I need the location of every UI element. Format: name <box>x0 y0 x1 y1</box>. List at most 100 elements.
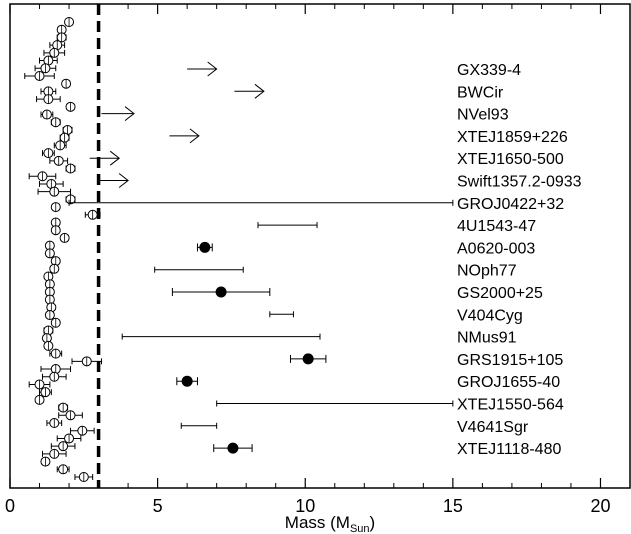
black-hole-point <box>289 353 327 365</box>
neutron-star-point <box>84 209 101 220</box>
black-hole-point <box>154 266 244 273</box>
neutron-star-point <box>36 94 61 105</box>
x-tick-label: 15 <box>443 496 463 516</box>
neutron-star-point <box>64 17 75 27</box>
neutron-star-point <box>53 140 67 151</box>
neutron-star-point <box>61 78 72 89</box>
black-hole-label: V404Cyg <box>457 307 523 324</box>
neutron-star-point <box>50 202 61 213</box>
black-hole-point <box>98 173 129 188</box>
black-hole-point <box>180 422 218 429</box>
neutron-star-point <box>39 387 52 398</box>
neutron-star-point <box>40 456 51 467</box>
neutron-star-point <box>44 294 55 305</box>
x-tick-label: 5 <box>153 496 163 516</box>
neutron-star-point <box>28 379 51 390</box>
neutron-star-point <box>71 356 103 367</box>
neutron-star-point <box>50 317 61 328</box>
neutron-star-point <box>49 263 60 274</box>
black-hole-label: XTEJ1650-500 <box>457 151 564 168</box>
black-hole-point <box>101 106 135 121</box>
black-hole-label: GROJ1655-40 <box>457 374 560 391</box>
neutron-star-point <box>40 109 54 120</box>
black-hole-label: NVel93 <box>457 107 509 124</box>
neutron-star-point <box>43 271 54 282</box>
bh-marker <box>215 286 227 298</box>
black-hole-label: NMus91 <box>457 330 517 347</box>
black-hole-label: XTEJ1859+226 <box>457 129 568 146</box>
neutron-star-point <box>65 101 76 112</box>
black-hole-point <box>187 61 218 77</box>
black-hole-point <box>169 128 200 144</box>
black-hole-point <box>234 83 265 99</box>
black-hole-label: GROJ0422+32 <box>457 196 564 213</box>
neutron-star-point <box>49 348 63 359</box>
bh-marker <box>181 375 193 387</box>
neutron-star-point <box>56 433 82 444</box>
plot-border <box>9 3 631 489</box>
neutron-star-point <box>56 32 67 43</box>
black-hole-label: GRS1915+105 <box>457 352 563 369</box>
black-hole-points <box>68 61 454 454</box>
neutron-star-point <box>46 418 63 429</box>
bh-marker <box>227 442 239 454</box>
neutron-star-points <box>24 17 103 482</box>
x-tick-label: 20 <box>590 496 610 516</box>
neutron-star-point <box>50 217 61 228</box>
neutron-star-point <box>59 232 70 243</box>
neutron-star-point <box>43 325 54 336</box>
black-hole-point <box>257 222 318 229</box>
black-hole-label: XTEJ1118-480 <box>457 441 561 458</box>
black-hole-label: GX339-4 <box>457 62 521 79</box>
black-hole-point <box>121 333 321 340</box>
neutron-star-point <box>59 132 70 143</box>
x-axis-title: Mass (MSun) <box>285 513 375 534</box>
black-hole-label: NOph77 <box>457 263 517 280</box>
neutron-star-point <box>41 371 67 382</box>
neutron-star-point <box>41 448 67 459</box>
x-tick-label: 10 <box>295 496 315 516</box>
neutron-star-point <box>44 240 55 251</box>
neutron-star-point <box>65 163 76 174</box>
black-hole-point <box>68 199 454 206</box>
plot-frame <box>9 3 631 489</box>
neutron-star-point <box>44 310 55 321</box>
neutron-star-point <box>24 70 55 81</box>
neutron-star-point <box>56 24 67 35</box>
x-tick-label: 0 <box>5 496 15 516</box>
neutron-star-point <box>28 171 57 182</box>
black-hole-label: 4U1543-47 <box>457 218 536 235</box>
neutron-star-point <box>43 47 66 58</box>
black-hole-label: GS2000+25 <box>457 285 543 302</box>
neutron-star-point <box>43 340 54 351</box>
x-axis-ticks: 0 5 10 15 20 <box>5 4 631 516</box>
neutron-star-point <box>74 472 94 482</box>
black-hole-point <box>89 150 121 166</box>
neutron-star-point <box>49 40 66 51</box>
black-hole-point <box>216 400 454 407</box>
bh-lower-limit-arrowhead <box>254 83 265 99</box>
black-hole-point <box>213 442 253 454</box>
neutron-star-point <box>58 402 69 413</box>
neutron-star-point <box>49 155 69 166</box>
black-hole-label: A0620-003 <box>457 240 535 257</box>
black-hole-point <box>171 286 271 298</box>
bh-lower-limit-arrowhead <box>109 150 121 166</box>
bh-lower-limit-arrowhead <box>189 128 200 144</box>
black-hole-point <box>196 241 213 253</box>
neutron-star-point <box>50 117 61 128</box>
bh-marker <box>302 353 314 365</box>
neutron-star-point <box>44 248 55 259</box>
neutron-star-point <box>41 148 55 159</box>
neutron-star-point <box>70 425 95 436</box>
neutron-star-point <box>50 441 76 452</box>
black-hole-label: XTEJ1550-564 <box>457 397 564 414</box>
neutron-star-point <box>37 186 72 197</box>
bh-lower-limit-arrowhead <box>118 173 129 188</box>
neutron-star-point <box>34 63 57 74</box>
black-hole-label: V4641Sgr <box>457 419 529 436</box>
bh-marker <box>199 241 211 253</box>
bh-lower-limit-arrowhead <box>124 106 135 121</box>
neutron-star-point <box>50 225 61 236</box>
